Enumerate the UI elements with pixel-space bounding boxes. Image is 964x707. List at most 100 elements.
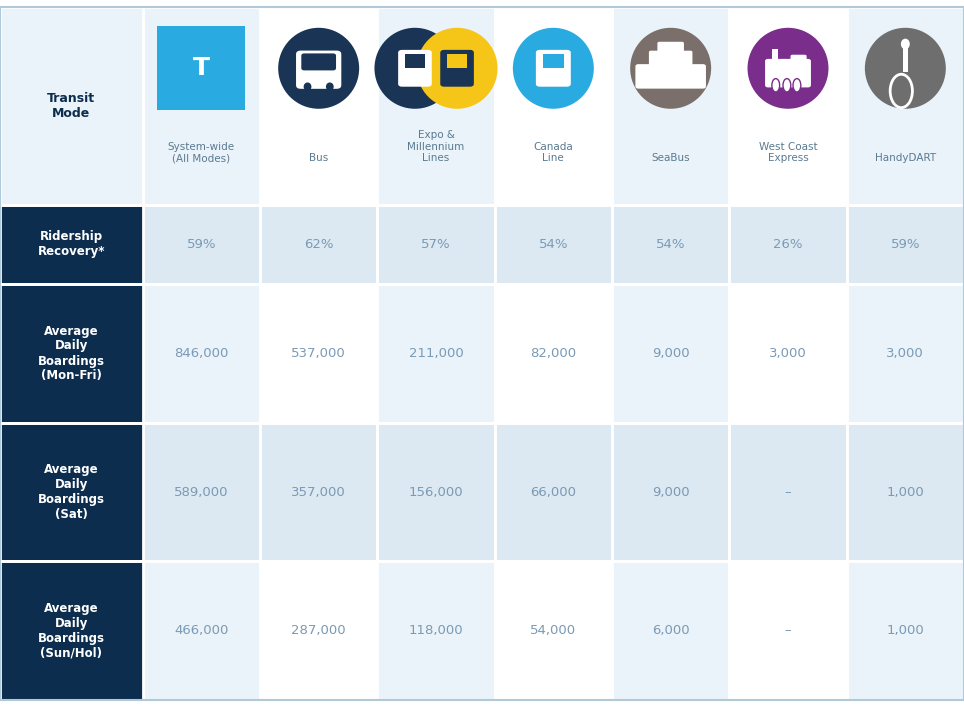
Text: 1,000: 1,000: [887, 624, 924, 637]
Text: 537,000: 537,000: [291, 347, 346, 360]
FancyBboxPatch shape: [447, 54, 468, 69]
FancyBboxPatch shape: [612, 423, 730, 561]
FancyBboxPatch shape: [0, 423, 143, 561]
FancyBboxPatch shape: [377, 7, 495, 204]
FancyBboxPatch shape: [143, 423, 260, 561]
FancyBboxPatch shape: [495, 7, 612, 204]
FancyBboxPatch shape: [495, 423, 612, 561]
FancyBboxPatch shape: [846, 7, 964, 204]
FancyBboxPatch shape: [765, 59, 811, 88]
Text: 6,000: 6,000: [652, 624, 689, 637]
FancyBboxPatch shape: [612, 561, 730, 700]
FancyBboxPatch shape: [730, 7, 846, 204]
Text: Average
Daily
Boardings
(Sat): Average Daily Boardings (Sat): [38, 463, 105, 521]
Ellipse shape: [279, 28, 360, 109]
Text: System-wide
(All Modes): System-wide (All Modes): [168, 142, 235, 163]
Ellipse shape: [901, 39, 910, 49]
Ellipse shape: [793, 78, 801, 92]
Ellipse shape: [513, 28, 594, 109]
Text: 54%: 54%: [539, 238, 568, 251]
FancyBboxPatch shape: [0, 284, 143, 423]
FancyBboxPatch shape: [730, 423, 846, 561]
Ellipse shape: [783, 78, 790, 92]
Ellipse shape: [304, 83, 311, 91]
FancyBboxPatch shape: [143, 561, 260, 700]
Text: SeaBus: SeaBus: [652, 153, 690, 163]
FancyBboxPatch shape: [302, 54, 336, 71]
FancyBboxPatch shape: [377, 423, 495, 561]
Ellipse shape: [772, 78, 780, 92]
Text: 59%: 59%: [187, 238, 216, 251]
Text: Average
Daily
Boardings
(Mon-Fri): Average Daily Boardings (Mon-Fri): [38, 325, 105, 382]
Ellipse shape: [865, 28, 946, 109]
FancyBboxPatch shape: [790, 54, 807, 77]
FancyBboxPatch shape: [772, 49, 778, 62]
Text: 846,000: 846,000: [174, 347, 228, 360]
FancyBboxPatch shape: [612, 7, 730, 204]
Text: HandyDART: HandyDART: [874, 153, 936, 163]
Text: Average
Daily
Boardings
(Sun/Hol): Average Daily Boardings (Sun/Hol): [38, 602, 105, 660]
Text: –: –: [785, 624, 791, 637]
FancyBboxPatch shape: [296, 51, 341, 89]
Ellipse shape: [326, 83, 334, 91]
FancyBboxPatch shape: [649, 51, 692, 71]
Text: 589,000: 589,000: [174, 486, 228, 498]
FancyBboxPatch shape: [903, 47, 908, 72]
Text: Canada
Line: Canada Line: [533, 142, 574, 163]
FancyBboxPatch shape: [143, 284, 260, 423]
FancyBboxPatch shape: [260, 423, 377, 561]
FancyBboxPatch shape: [405, 54, 425, 69]
Text: 54,000: 54,000: [530, 624, 576, 637]
FancyBboxPatch shape: [846, 561, 964, 700]
Text: 118,000: 118,000: [409, 624, 464, 637]
FancyBboxPatch shape: [846, 284, 964, 423]
Text: 9,000: 9,000: [652, 486, 689, 498]
Text: 466,000: 466,000: [174, 624, 228, 637]
FancyBboxPatch shape: [846, 204, 964, 284]
Text: Bus: Bus: [309, 153, 329, 163]
Ellipse shape: [416, 28, 497, 109]
FancyBboxPatch shape: [657, 42, 683, 56]
FancyBboxPatch shape: [495, 284, 612, 423]
FancyBboxPatch shape: [143, 204, 260, 284]
Text: T: T: [193, 57, 210, 81]
Text: Transit
Mode: Transit Mode: [47, 92, 95, 119]
Text: Expo &
Millennium
Lines: Expo & Millennium Lines: [408, 130, 465, 163]
FancyBboxPatch shape: [260, 284, 377, 423]
Text: –: –: [785, 486, 791, 498]
FancyBboxPatch shape: [846, 423, 964, 561]
Text: 62%: 62%: [304, 238, 334, 251]
FancyBboxPatch shape: [495, 561, 612, 700]
Ellipse shape: [747, 28, 828, 109]
FancyBboxPatch shape: [730, 204, 846, 284]
Text: West Coast
Express: West Coast Express: [759, 142, 817, 163]
FancyBboxPatch shape: [377, 561, 495, 700]
Text: 9,000: 9,000: [652, 347, 689, 360]
FancyBboxPatch shape: [377, 284, 495, 423]
FancyBboxPatch shape: [260, 204, 377, 284]
FancyBboxPatch shape: [377, 204, 495, 284]
FancyBboxPatch shape: [730, 561, 846, 700]
Text: 59%: 59%: [891, 238, 920, 251]
Text: 66,000: 66,000: [530, 486, 576, 498]
Text: 26%: 26%: [773, 238, 803, 251]
FancyBboxPatch shape: [260, 561, 377, 700]
Text: 1,000: 1,000: [887, 486, 924, 498]
FancyBboxPatch shape: [0, 204, 143, 284]
Text: 3,000: 3,000: [769, 347, 807, 360]
FancyBboxPatch shape: [157, 26, 246, 110]
Text: 3,000: 3,000: [887, 347, 924, 360]
FancyBboxPatch shape: [260, 7, 377, 204]
FancyBboxPatch shape: [635, 64, 706, 88]
Text: 57%: 57%: [421, 238, 451, 251]
Text: 357,000: 357,000: [291, 486, 346, 498]
Ellipse shape: [630, 28, 711, 109]
Ellipse shape: [374, 28, 455, 109]
FancyBboxPatch shape: [612, 284, 730, 423]
FancyBboxPatch shape: [441, 50, 474, 87]
Text: Ridership
Recovery*: Ridership Recovery*: [38, 230, 105, 258]
FancyBboxPatch shape: [495, 204, 612, 284]
FancyBboxPatch shape: [0, 561, 143, 700]
FancyBboxPatch shape: [730, 284, 846, 423]
Text: 211,000: 211,000: [409, 347, 464, 360]
